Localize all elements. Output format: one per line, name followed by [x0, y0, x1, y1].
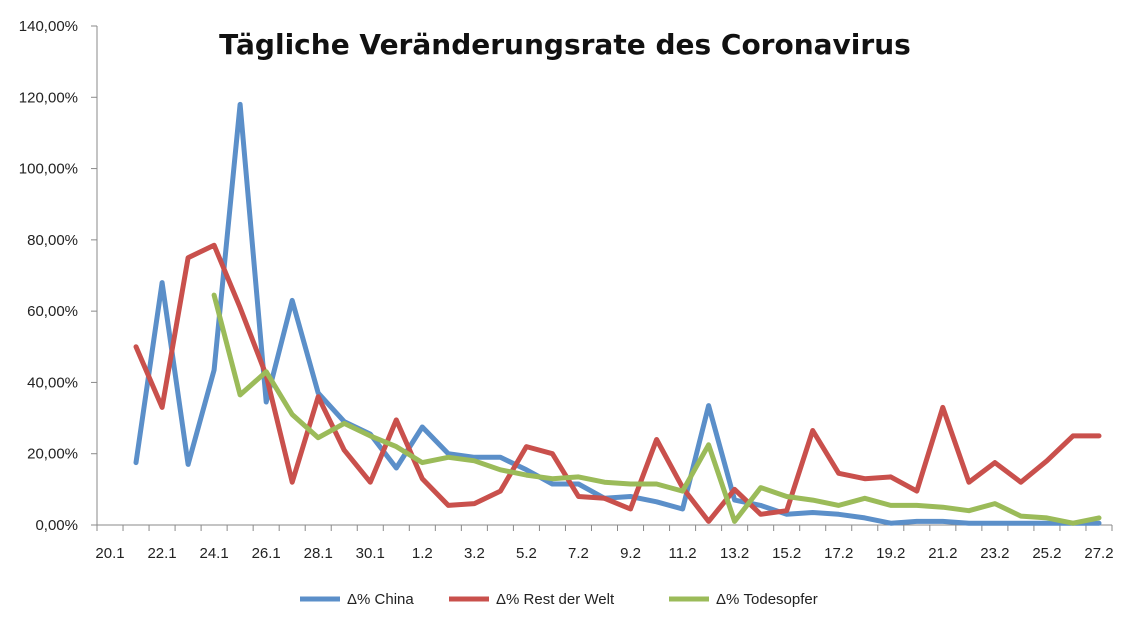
axes: 0,00% 20,00% 40,00% 60,00% 80,00% 100,00% 120,…: [19, 18, 1114, 562]
series-line-1: [133, 101, 1102, 526]
x-tick-label: 26.1: [252, 545, 281, 562]
x-tick-label: 11.2: [669, 545, 697, 562]
series-line-3: [211, 292, 1102, 526]
x-tick-label: 19.2: [876, 545, 905, 562]
x-tick-label: 5.2: [516, 545, 537, 562]
x-tick-label: 1.2: [412, 545, 433, 562]
x-tick-label: 20.1: [95, 545, 124, 562]
series-layer: [133, 101, 1102, 526]
x-tick-label: 9.2: [620, 545, 641, 562]
series-line-2: [133, 242, 1102, 524]
chart-title: Tägliche Veränderungsrate des Coronaviru…: [219, 28, 911, 61]
x-tick-label: 24.1: [200, 545, 229, 562]
x-tick-label: 21.2: [928, 545, 957, 562]
x-tick-label: 7.2: [568, 545, 589, 562]
x-tick-label: 17.2: [824, 545, 853, 562]
x-tick-label: 28.1: [304, 545, 333, 562]
y-tick-label: 0,00%: [35, 517, 78, 534]
legend-label-2: Δ% Rest der Welt: [496, 591, 615, 608]
y-tick-label: 140,00%: [19, 18, 78, 35]
y-tick-label: 40,00%: [27, 374, 78, 391]
legend-label-3: Δ% Todesopfer: [716, 591, 818, 608]
x-tick-label: 25.2: [1032, 545, 1061, 562]
x-tick-label: 13.2: [720, 545, 749, 562]
y-tick-label: 20,00%: [27, 446, 78, 463]
y-tick-label: 120,00%: [19, 89, 78, 106]
x-tick-label: 15.2: [772, 545, 801, 562]
x-tick-label: 27.2: [1084, 545, 1113, 562]
x-tick-label: 23.2: [980, 545, 1009, 562]
y-tick-label: 60,00%: [27, 303, 78, 320]
legend-label-1: Δ% China: [347, 591, 414, 608]
y-tick-label: 100,00%: [19, 161, 78, 178]
x-tick-label: 3.2: [464, 545, 485, 562]
x-tick-label: 30.1: [356, 545, 385, 562]
y-tick-label: 80,00%: [27, 232, 78, 249]
legend: Δ% China Δ% Rest der Welt Δ% Todesopfer: [300, 591, 818, 608]
x-tick-label: 22.1: [147, 545, 176, 562]
